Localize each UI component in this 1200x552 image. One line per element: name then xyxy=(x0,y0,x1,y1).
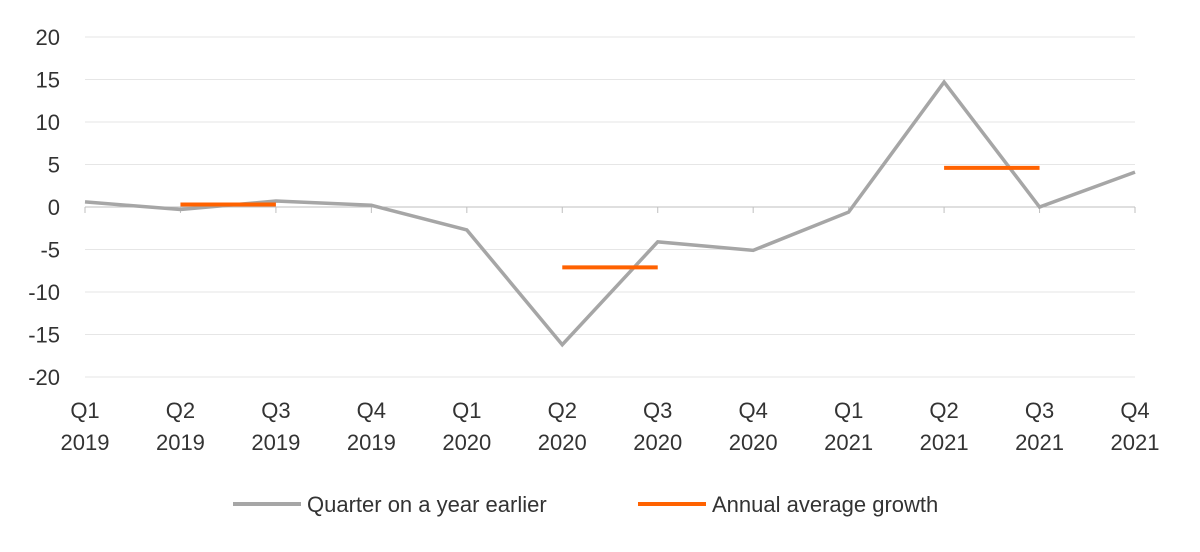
series-line-quarter-on-year xyxy=(84,79,1136,348)
y-tick-label: 10 xyxy=(36,110,60,135)
x-tick-label-year: 2019 xyxy=(61,430,110,455)
x-tick-label-quarter: Q4 xyxy=(1120,398,1149,423)
y-tick-label: -15 xyxy=(28,323,60,348)
x-tick-label-year: 2019 xyxy=(156,430,205,455)
x-tick-label-year: 2021 xyxy=(1015,430,1064,455)
x-tick-label-quarter: Q3 xyxy=(1025,398,1054,423)
legend: Quarter on a year earlier Annual average … xyxy=(233,492,938,517)
y-tick-label: -10 xyxy=(28,280,60,305)
legend-label: Quarter on a year earlier xyxy=(307,492,547,517)
x-tick-label-quarter: Q2 xyxy=(929,398,958,423)
y-tick-label: -5 xyxy=(40,238,60,263)
legend-label: Annual average growth xyxy=(712,492,938,517)
x-tick-label-year: 2020 xyxy=(633,430,682,455)
x-axis-ticks: Q1 2019 Q2 2019 Q3 2019 Q4 2019 Q1 2020 Q2 2020 Q3 20… xyxy=(61,207,1160,455)
x-tick-label-quarter: Q2 xyxy=(166,398,195,423)
y-tick-label: 20 xyxy=(36,25,60,50)
x-tick-label-year: 2021 xyxy=(824,430,873,455)
x-tick-label-year: 2020 xyxy=(538,430,587,455)
x-tick-label-quarter: Q3 xyxy=(261,398,290,423)
x-tick-label-quarter: Q1 xyxy=(834,398,863,423)
x-tick-label-quarter: Q2 xyxy=(548,398,577,423)
x-tick-label-quarter: Q1 xyxy=(70,398,99,423)
y-tick-label: 0 xyxy=(48,195,60,220)
y-tick-label: 5 xyxy=(48,153,60,178)
gridlines xyxy=(85,36,1135,378)
series-layer xyxy=(84,79,1136,348)
x-tick-label-quarter: Q4 xyxy=(739,398,768,423)
x-tick-label-year: 2021 xyxy=(1111,430,1160,455)
y-tick-label: 15 xyxy=(36,68,60,93)
x-tick-label-year: 2019 xyxy=(251,430,300,455)
x-tick-label-year: 2020 xyxy=(729,430,778,455)
x-tick-label-quarter: Q3 xyxy=(643,398,672,423)
x-tick-label-year: 2021 xyxy=(920,430,969,455)
x-tick-label-quarter: Q4 xyxy=(357,398,386,423)
x-tick-label-year: 2020 xyxy=(442,430,491,455)
x-tick-label-year: 2019 xyxy=(347,430,396,455)
x-tick-label-quarter: Q1 xyxy=(452,398,481,423)
y-tick-label: -20 xyxy=(28,365,60,390)
y-axis-ticks: -20 -15 -10 -5 0 5 10 15 20 xyxy=(28,25,60,390)
